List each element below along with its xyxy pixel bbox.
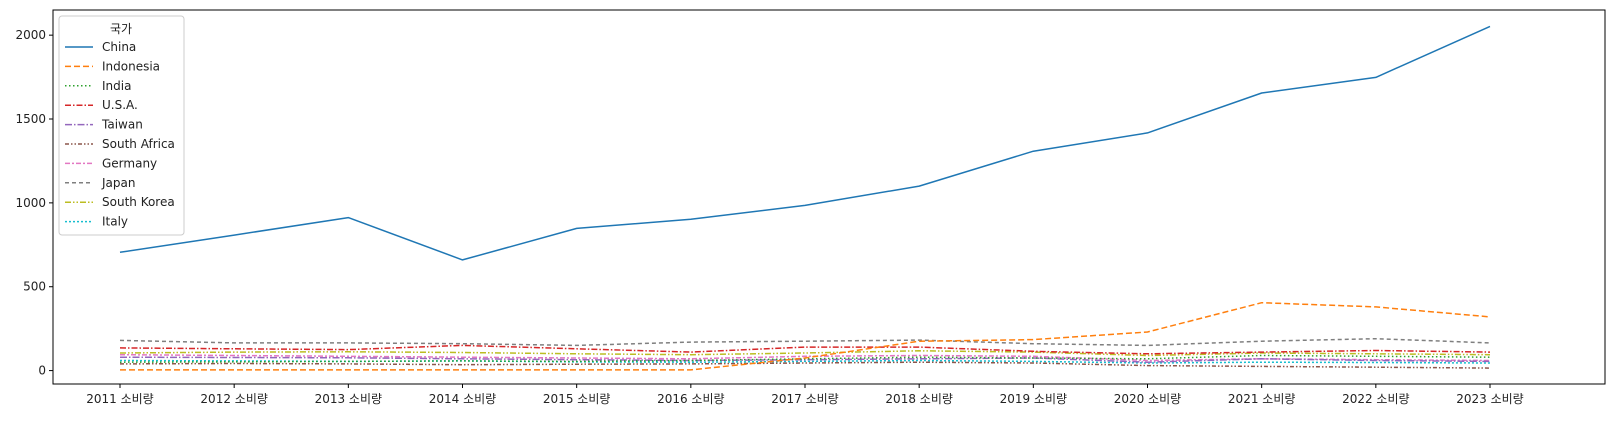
legend-label: India bbox=[102, 79, 131, 93]
x-tick-label: 2021 소비량 bbox=[1228, 392, 1295, 406]
legend-label: Italy bbox=[102, 215, 128, 229]
legend-label: South Korea bbox=[102, 195, 175, 209]
series-line-south-korea bbox=[119, 350, 1491, 357]
x-tick-label: 2014 소비량 bbox=[429, 392, 496, 406]
legend-title: 국가 bbox=[110, 22, 132, 36]
legend: 국가 China Indonesia India U.S.A. Taiwan South … bbox=[58, 15, 185, 236]
series-line-indonesia bbox=[120, 301, 1491, 371]
x-tick-label: 2011 소비량 bbox=[86, 392, 153, 406]
series-layer bbox=[119, 25, 1491, 371]
series-line-u-s-a bbox=[119, 344, 1491, 355]
x-tick-label: 2017 소비량 bbox=[771, 392, 838, 406]
series-line-china bbox=[119, 25, 1491, 261]
x-tick-label: 2015 소비량 bbox=[543, 392, 610, 406]
x-tick-label: 2013 소비량 bbox=[315, 392, 382, 406]
series-line-italy bbox=[119, 359, 1491, 364]
legend-box bbox=[58, 15, 185, 236]
y-axis: 0 500 1000 1500 2000 bbox=[15, 28, 53, 378]
series-line-japan bbox=[119, 337, 1491, 347]
legend-label: Indonesia bbox=[102, 59, 160, 73]
plot-frame bbox=[52, 9, 1606, 385]
x-tick-label: 2016 소비량 bbox=[657, 392, 724, 406]
legend-label: U.S.A. bbox=[102, 98, 138, 112]
series-line-taiwan bbox=[119, 356, 1491, 363]
y-tick-label: 2000 bbox=[15, 28, 46, 42]
x-axis: 2011 소비량 2012 소비량 2013 소비량 2014 소비량 2015 소비량… bbox=[86, 384, 1524, 406]
y-tick-label: 1000 bbox=[15, 196, 46, 210]
x-tick-label: 2018 소비량 bbox=[885, 392, 952, 406]
y-tick-label: 0 bbox=[38, 364, 46, 378]
x-tick-label: 2020 소비량 bbox=[1114, 392, 1181, 406]
legend-label: Germany bbox=[102, 156, 157, 170]
legend-label: Taiwan bbox=[101, 118, 143, 132]
legend-items: China Indonesia India U.S.A. Taiwan South Afr… bbox=[65, 40, 175, 229]
x-tick-label: 2023 소비량 bbox=[1456, 392, 1523, 406]
legend-label: South Africa bbox=[102, 137, 175, 151]
legend-label: Japan bbox=[101, 176, 135, 190]
x-tick-label: 2019 소비량 bbox=[1000, 392, 1067, 406]
y-tick-label: 1500 bbox=[15, 112, 46, 126]
series-line-india bbox=[119, 354, 1491, 363]
legend-label: China bbox=[102, 40, 136, 54]
y-tick-label: 500 bbox=[23, 280, 46, 294]
x-tick-label: 2012 소비량 bbox=[200, 392, 267, 406]
series-line-south-africa bbox=[119, 361, 1491, 369]
x-tick-label: 2022 소비량 bbox=[1342, 392, 1409, 406]
